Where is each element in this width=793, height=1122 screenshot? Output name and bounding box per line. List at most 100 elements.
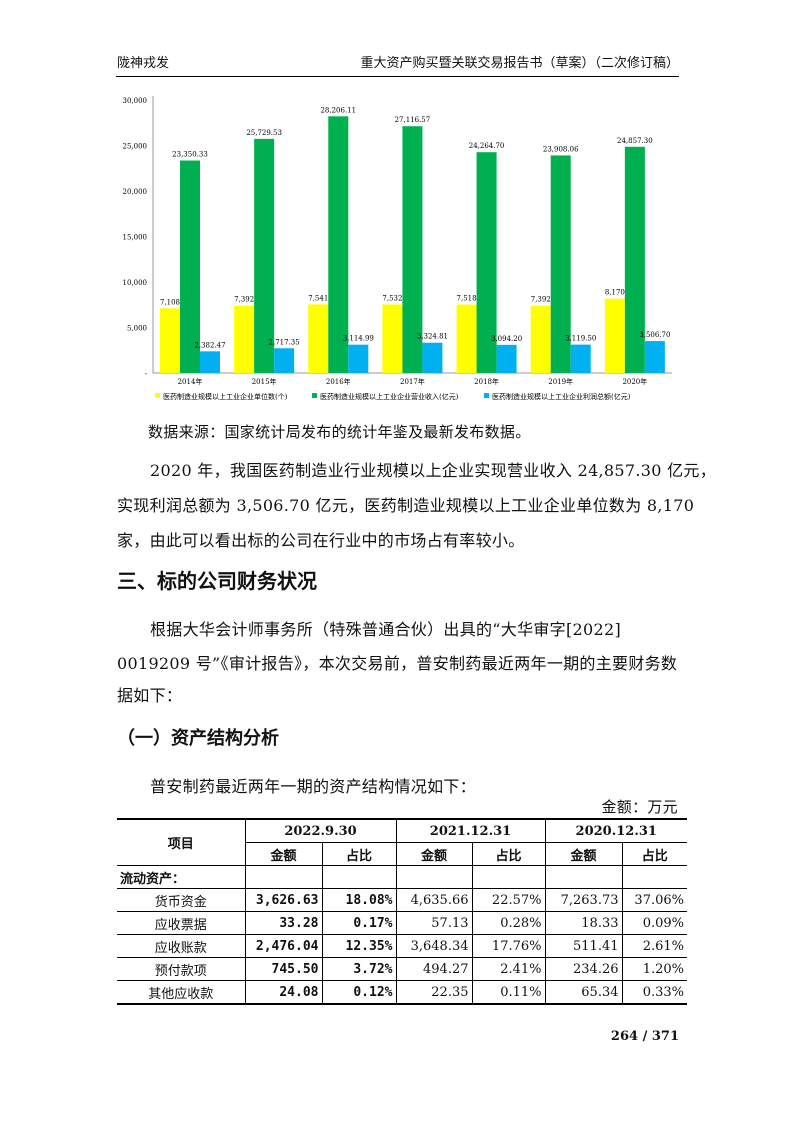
header-company: 陇神戎发 xyxy=(117,56,170,71)
y-tick-label: 20,000 xyxy=(123,188,148,196)
ratio-cell: 1.20% xyxy=(621,957,687,981)
table-row: 应收票据 33.28 0.17% 57.13 0.28% 18.33 0.09% xyxy=(117,911,687,935)
bar xyxy=(476,152,497,373)
row-label: 应收票据 xyxy=(117,911,246,935)
data-label: 3,114.99 xyxy=(343,335,374,343)
ratio-cell: 18.08% xyxy=(321,888,397,912)
data-label: 3,094.20 xyxy=(491,335,522,343)
bar xyxy=(308,304,329,373)
header-divider xyxy=(116,76,679,77)
y-tick-label: 30,000 xyxy=(123,97,148,105)
y-tick-label: 5,000 xyxy=(127,325,147,333)
paragraph-line: 据如下： xyxy=(117,686,183,705)
amount-cell: 24.08 xyxy=(244,980,323,1005)
ratio-header: 占比 xyxy=(621,842,687,866)
paragraph-line: 2020 年，我国医药制造业行业规模以上企业实现营业收入 24,857.30 亿… xyxy=(150,461,717,480)
data-label: 7,541 xyxy=(308,294,328,302)
data-label: 27,116.57 xyxy=(395,116,431,124)
data-label: 7,532 xyxy=(382,294,402,302)
empty-cell xyxy=(471,865,546,889)
bar xyxy=(328,116,349,373)
empty-cell xyxy=(321,865,397,889)
data-label: 7,392 xyxy=(234,296,254,304)
ratio-header: 占比 xyxy=(471,842,546,866)
ratio-cell: 0.09% xyxy=(621,911,687,935)
section-label: 流动资产： xyxy=(117,865,246,889)
section-row: 流动资产： xyxy=(117,865,687,889)
empty-cell xyxy=(244,865,323,889)
ratio-cell: 0.28% xyxy=(471,911,546,935)
amount-header: 金额 xyxy=(544,842,623,866)
section-heading: 三、标的公司财务状况 xyxy=(117,569,317,593)
paragraph-line: 0019209 号”《审计报告》，本次交易前，普安制药最近两年一期的主要财务数 xyxy=(117,654,678,673)
paragraph-line: 普安制药最近两年一期的资产结构情况如下： xyxy=(150,777,477,796)
amount-cell: 57.13 xyxy=(395,911,473,935)
y-tick-label: 15,000 xyxy=(123,234,148,242)
ratio-cell: 37.06% xyxy=(621,888,687,912)
amount-cell: 494.27 xyxy=(395,957,473,981)
bar xyxy=(550,155,571,373)
ratio-cell: 12.35% xyxy=(321,934,397,958)
legend-swatch xyxy=(155,393,160,398)
bar xyxy=(624,146,645,373)
table-subheader-row: 金额 占比 金额 占比 金额 占比 xyxy=(117,842,687,866)
x-tick-label: 2015年 xyxy=(252,377,277,386)
data-label: 3,506.70 xyxy=(639,331,670,339)
data-label: 7,518 xyxy=(457,295,477,303)
bar xyxy=(570,344,591,373)
subsection-heading: （一）资产结构分析 xyxy=(117,728,279,749)
bar xyxy=(402,126,423,373)
legend-swatch xyxy=(312,393,317,398)
y-tick-label: - xyxy=(145,370,148,378)
bar xyxy=(348,344,369,373)
legend-label: 医药制造业规模以上工业企业利润总额(亿元) xyxy=(492,392,631,401)
period-header: 2021.12.31 xyxy=(395,818,546,843)
amount-cell: 4,635.66 xyxy=(395,888,473,912)
period-header: 2022.9.30 xyxy=(244,818,397,843)
unit-label: 金额：万元 xyxy=(601,798,678,816)
data-source-note: 数据来源：国家统计局发布的统计年鉴及最新发布数据。 xyxy=(148,423,531,441)
x-tick-label: 2014年 xyxy=(178,377,203,386)
x-tick-label: 2018年 xyxy=(474,377,499,386)
amount-cell: 511.41 xyxy=(544,934,623,958)
data-label: 2,382.47 xyxy=(194,341,225,349)
legend-label: 医药制造业规模以上工业企业单位数(个) xyxy=(163,392,288,401)
x-tick-label: 2016年 xyxy=(326,377,351,386)
amount-cell: 33.28 xyxy=(244,911,323,935)
row-label: 货币资金 xyxy=(117,888,246,912)
ratio-cell: 2.41% xyxy=(471,957,546,981)
amount-header: 金额 xyxy=(395,842,473,866)
bar xyxy=(382,304,403,373)
x-tick-label: 2020年 xyxy=(622,377,647,386)
ratio-cell: 0.33% xyxy=(621,980,687,1005)
bar xyxy=(200,351,220,373)
ratio-header: 占比 xyxy=(321,842,397,866)
y-tick-label: 25,000 xyxy=(123,143,148,151)
bar xyxy=(456,304,477,373)
row-label: 预付款项 xyxy=(117,957,246,981)
y-tick-label: 10,000 xyxy=(123,279,148,287)
table-header-row: 项目 2022.9.30 2021.12.31 2020.12.31 xyxy=(117,818,687,866)
bar xyxy=(160,308,180,373)
amount-cell: 7,263.73 xyxy=(544,888,623,912)
paragraph-line: 家，由此可以看出标的公司在行业中的市场占有率较小。 xyxy=(117,531,525,550)
amount-header: 金额 xyxy=(245,842,323,866)
bar xyxy=(422,342,443,373)
bar xyxy=(496,344,517,373)
header-title: 重大资产购买暨关联交易报告书（草案）（二次修订稿） xyxy=(360,56,679,71)
legend-swatch xyxy=(484,393,489,398)
data-label: 2,717.35 xyxy=(269,338,300,346)
empty-cell xyxy=(395,865,473,889)
paragraph-line: 根据大华会计师事务所（特殊普通合伙）出具的“大华审字[2022] xyxy=(150,620,621,639)
ratio-cell: 17.76% xyxy=(471,934,546,958)
amount-cell: 2,476.04 xyxy=(244,934,323,958)
table-row: 应收账款 2,476.04 12.35% 3,648.34 17.76% 511.41 2.… xyxy=(117,934,687,958)
row-label: 其他应收款 xyxy=(117,980,246,1005)
bar xyxy=(530,305,551,373)
bar xyxy=(254,138,275,373)
empty-cell xyxy=(544,865,623,889)
legend-label: 医药制造业规模以上工业企业营业收入(亿元) xyxy=(320,392,459,401)
ratio-cell: 0.17% xyxy=(321,911,397,935)
amount-cell: 65.34 xyxy=(544,980,623,1005)
